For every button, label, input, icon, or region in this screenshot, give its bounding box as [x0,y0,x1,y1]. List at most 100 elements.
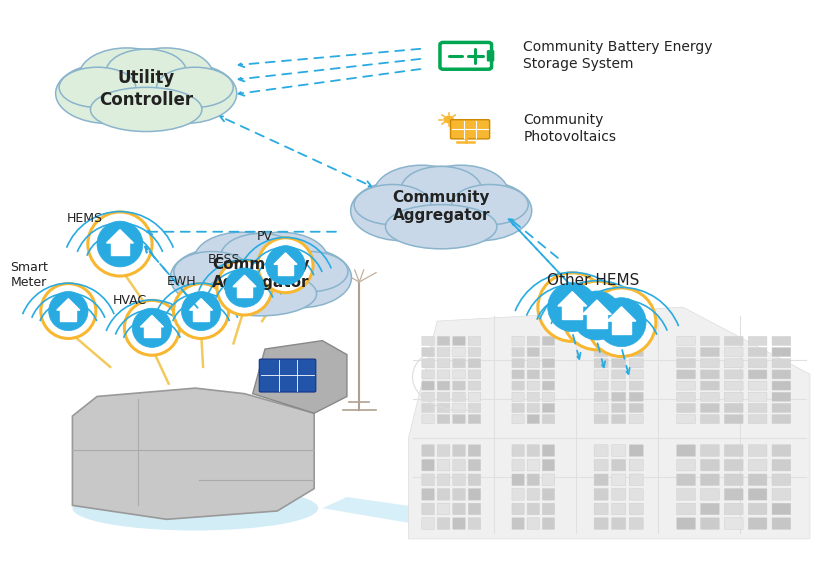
FancyBboxPatch shape [469,370,481,379]
FancyBboxPatch shape [437,370,450,379]
FancyBboxPatch shape [724,347,743,356]
Ellipse shape [587,288,656,356]
FancyBboxPatch shape [437,415,450,424]
FancyBboxPatch shape [611,415,625,424]
FancyBboxPatch shape [512,474,524,486]
FancyBboxPatch shape [453,393,465,401]
FancyBboxPatch shape [700,415,719,424]
FancyBboxPatch shape [724,393,743,401]
FancyBboxPatch shape [542,370,554,379]
FancyBboxPatch shape [611,488,625,500]
FancyBboxPatch shape [469,359,481,368]
Ellipse shape [217,260,272,315]
FancyBboxPatch shape [611,518,625,530]
FancyBboxPatch shape [700,393,719,401]
FancyBboxPatch shape [724,474,743,486]
FancyBboxPatch shape [512,415,524,424]
FancyBboxPatch shape [453,403,465,412]
Text: BESS: BESS [208,253,240,266]
FancyBboxPatch shape [676,503,695,515]
FancyBboxPatch shape [453,488,465,500]
FancyBboxPatch shape [700,503,719,515]
FancyBboxPatch shape [772,415,790,424]
FancyBboxPatch shape [594,415,608,424]
FancyBboxPatch shape [700,337,719,345]
Polygon shape [408,307,810,539]
FancyBboxPatch shape [437,518,450,530]
FancyBboxPatch shape [111,243,130,255]
FancyBboxPatch shape [422,393,434,401]
Ellipse shape [538,273,606,341]
FancyBboxPatch shape [724,403,743,412]
FancyBboxPatch shape [527,403,540,412]
FancyBboxPatch shape [772,474,790,486]
FancyBboxPatch shape [700,518,719,530]
Polygon shape [607,307,636,321]
FancyBboxPatch shape [542,347,554,356]
FancyBboxPatch shape [512,445,524,456]
FancyBboxPatch shape [469,518,481,530]
FancyBboxPatch shape [542,503,554,515]
FancyBboxPatch shape [724,359,743,368]
Ellipse shape [401,166,482,213]
FancyBboxPatch shape [611,381,625,390]
FancyBboxPatch shape [748,370,767,379]
FancyBboxPatch shape [629,474,644,486]
FancyBboxPatch shape [422,359,434,368]
Text: Community
Aggregator: Community Aggregator [212,257,309,290]
FancyBboxPatch shape [512,503,524,515]
FancyBboxPatch shape [437,503,450,515]
FancyBboxPatch shape [629,347,644,356]
Ellipse shape [258,238,313,293]
FancyBboxPatch shape [259,359,316,392]
Ellipse shape [427,180,532,241]
FancyBboxPatch shape [594,347,608,356]
Ellipse shape [125,301,180,355]
FancyBboxPatch shape [422,503,434,515]
FancyBboxPatch shape [542,474,554,486]
FancyBboxPatch shape [144,327,160,337]
FancyBboxPatch shape [437,403,450,412]
Polygon shape [190,299,213,310]
Text: Community
Aggregator: Community Aggregator [393,190,490,223]
Polygon shape [274,253,297,265]
FancyBboxPatch shape [676,381,695,390]
FancyBboxPatch shape [453,370,465,379]
FancyBboxPatch shape [629,403,644,412]
Ellipse shape [182,292,221,331]
Ellipse shape [59,67,136,107]
FancyBboxPatch shape [453,503,465,515]
Text: Community
Photovoltaics: Community Photovoltaics [523,113,616,144]
FancyBboxPatch shape [422,403,434,412]
FancyBboxPatch shape [542,488,554,500]
FancyBboxPatch shape [594,370,608,379]
FancyBboxPatch shape [437,359,450,368]
FancyBboxPatch shape [724,381,743,390]
FancyBboxPatch shape [748,503,767,515]
FancyBboxPatch shape [512,518,524,530]
FancyBboxPatch shape [611,503,625,515]
FancyBboxPatch shape [527,415,540,424]
Ellipse shape [247,248,351,308]
FancyBboxPatch shape [422,518,434,530]
FancyBboxPatch shape [587,314,607,328]
FancyBboxPatch shape [193,310,209,321]
FancyBboxPatch shape [594,488,608,500]
Ellipse shape [174,252,251,292]
FancyBboxPatch shape [453,381,465,390]
FancyBboxPatch shape [748,445,767,456]
Ellipse shape [225,268,264,307]
Text: HVAC: HVAC [113,294,147,307]
FancyBboxPatch shape [772,403,790,412]
FancyBboxPatch shape [512,460,524,471]
FancyBboxPatch shape [724,503,743,515]
FancyBboxPatch shape [772,518,790,530]
FancyBboxPatch shape [594,503,608,515]
Ellipse shape [233,232,328,287]
FancyBboxPatch shape [469,337,481,345]
FancyBboxPatch shape [611,370,625,379]
FancyBboxPatch shape [724,488,743,500]
Ellipse shape [271,252,348,292]
FancyBboxPatch shape [676,337,695,345]
FancyBboxPatch shape [527,488,540,500]
